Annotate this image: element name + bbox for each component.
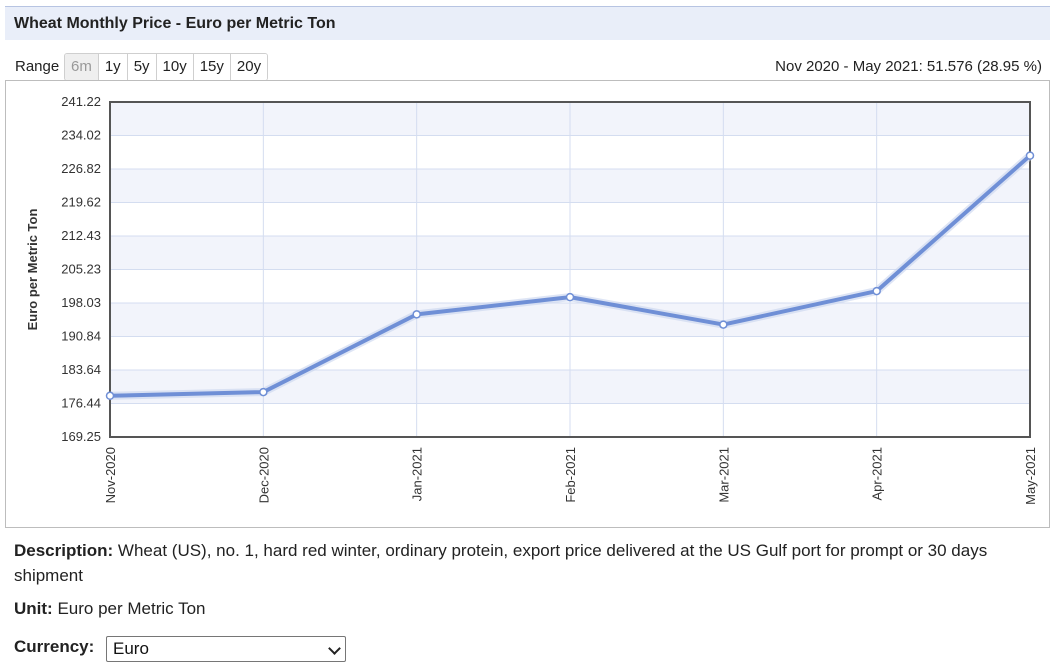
data-point [872, 286, 881, 296]
range-button-5y[interactable]: 5y [127, 54, 157, 80]
x-tick-label: Mar-2021 [716, 447, 731, 503]
y-tick-label: 190.84 [61, 329, 101, 344]
range-button-1y[interactable]: 1y [98, 54, 128, 80]
x-tick-label: Feb-2021 [563, 447, 578, 503]
x-tick-label: Nov-2020 [103, 447, 118, 503]
unit-block: Unit: Euro per Metric Ton [14, 599, 205, 619]
range-button-6m[interactable]: 6m [65, 54, 99, 80]
range-button-15y[interactable]: 15y [193, 54, 231, 80]
x-tick-label: May-2021 [1023, 447, 1038, 505]
data-point [565, 292, 575, 302]
unit-text: Euro per Metric Ton [57, 599, 206, 618]
unit-label: Unit: [14, 599, 53, 618]
line-chart: 169.25 176.44 183.64 190.84 198.03 205.23 212.… [25, 94, 1038, 505]
y-tick-label: 234.02 [61, 128, 101, 143]
page-title: Wheat Monthly Price - Euro per Metric To… [14, 15, 336, 32]
y-tick-label: 176.44 [61, 396, 101, 411]
y-tick-label: 198.03 [61, 295, 101, 310]
range-selector: 6m 1y 5y 10y 15y 20y [64, 53, 269, 81]
y-tick-label: 169.25 [61, 429, 101, 444]
chart-container: 169.25 176.44 183.64 190.84 198.03 205.23 212.… [5, 80, 1050, 528]
y-tick-label: 212.43 [61, 228, 101, 243]
data-point [105, 391, 115, 401]
price-change-summary: Nov 2020 - May 2021: 51.576 (28.95 %) [775, 58, 1042, 75]
range-button-10y[interactable]: 10y [156, 54, 194, 80]
chart-title-bar: Wheat Monthly Price - Euro per Metric To… [5, 6, 1050, 40]
y-tick-label: 183.64 [61, 362, 101, 377]
currency-block: Currency: [14, 637, 94, 657]
range-label: Range [15, 58, 60, 75]
chevron-down-icon [328, 642, 341, 655]
data-point [259, 387, 268, 397]
plot-border [109, 101, 1031, 438]
x-tick-label: Dec-2020 [256, 447, 271, 503]
currency-selected-value: Euro [113, 639, 149, 658]
x-tick-label: Apr-2021 [870, 447, 885, 500]
data-point [719, 320, 728, 329]
x-tick-label: Jan-2021 [410, 447, 425, 501]
y-tick-label: 205.23 [61, 262, 101, 277]
y-tick-label: 219.62 [61, 195, 101, 210]
data-point [412, 310, 421, 319]
description-text: Wheat (US), no. 1, hard red winter, ordi… [14, 541, 988, 585]
description-label: Description: [14, 541, 114, 560]
description-block: Description: Wheat (US), no. 1, hard red… [14, 538, 1044, 588]
y-tick-label: 241.22 [61, 94, 101, 109]
currency-label: Currency: [14, 637, 95, 656]
data-point [1025, 151, 1035, 160]
y-axis-title: Euro per Metric Ton [25, 209, 40, 331]
range-button-20y[interactable]: 20y [230, 54, 268, 80]
y-tick-label: 226.82 [61, 161, 101, 176]
currency-select[interactable]: Euro [106, 636, 346, 662]
